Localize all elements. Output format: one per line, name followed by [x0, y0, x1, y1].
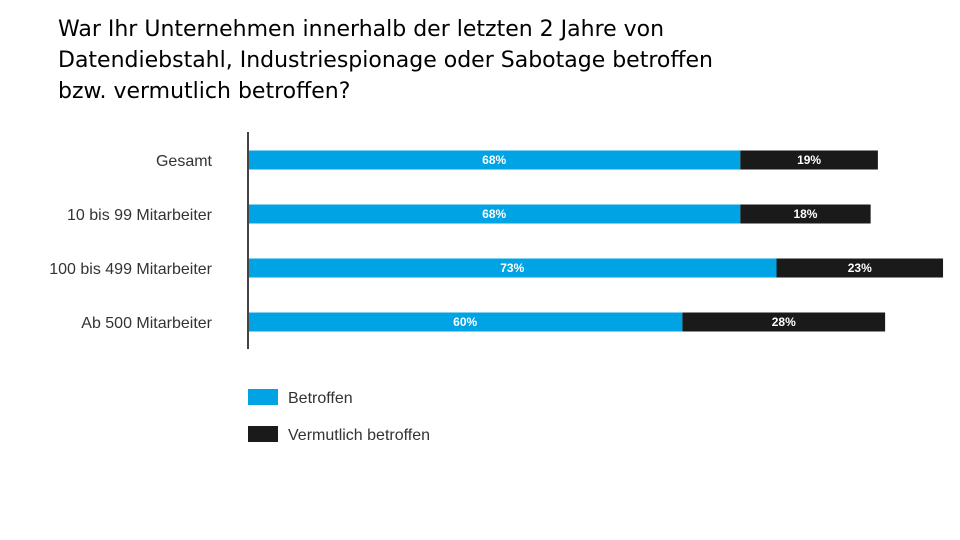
- value-label-vermutlich-betroffen-100-bis-499-mitarbeiter: 23%: [848, 261, 872, 275]
- bar-vermutlich-betroffen-10-bis-99-mitarbeiter: [740, 204, 871, 224]
- value-label-vermutlich-betroffen-gesamt: 19%: [797, 153, 821, 167]
- value-label-vermutlich-betroffen-10-bis-99-mitarbeiter: 18%: [793, 207, 817, 221]
- legend: Betroffen Vermutlich betroffen: [248, 389, 430, 444]
- legend-label-vermutlich-betroffen: Vermutlich betroffen: [288, 427, 430, 444]
- chart-title: War Ihr Unternehmen innerhalb der letzte…: [58, 17, 714, 104]
- bar-betroffen-gesamt: [248, 150, 741, 170]
- bar-vermutlich-betroffen-100-bis-499-mitarbeiter: [776, 258, 944, 278]
- value-label-vermutlich-betroffen-ab-500-mitarbeiter: 28%: [772, 315, 796, 329]
- value-label-betroffen-100-bis-499-mitarbeiter: 73%: [500, 261, 524, 275]
- category-label-gesamt: Gesamt: [156, 153, 213, 170]
- legend-swatch-betroffen: [248, 389, 278, 405]
- bar-vermutlich-betroffen-gesamt: [740, 150, 878, 170]
- bar-betroffen-ab-500-mitarbeiter: [248, 312, 683, 332]
- category-label-100-bis-499-mitarbeiter: 100 bis 499 Mitarbeiter: [49, 261, 212, 278]
- bar-vermutlich-betroffen-ab-500-mitarbeiter: [682, 312, 886, 332]
- bars-layer: Gesamt 68% 19% 10 bis 99 Mitarbeiter 68% 18% 1…: [49, 150, 944, 332]
- value-label-betroffen-gesamt: 68%: [482, 153, 506, 167]
- value-label-betroffen-10-bis-99-mitarbeiter: 68%: [482, 207, 506, 221]
- legend-swatch-vermutlich-betroffen: [248, 426, 278, 442]
- legend-label-betroffen: Betroffen: [288, 390, 353, 407]
- bar-betroffen-10-bis-99-mitarbeiter: [248, 204, 741, 224]
- bar-betroffen-100-bis-499-mitarbeiter: [248, 258, 777, 278]
- category-label-10-bis-99-mitarbeiter: 10 bis 99 Mitarbeiter: [67, 207, 213, 224]
- value-label-betroffen-ab-500-mitarbeiter: 60%: [453, 315, 477, 329]
- category-label-ab-500-mitarbeiter: Ab 500 Mitarbeiter: [81, 315, 212, 332]
